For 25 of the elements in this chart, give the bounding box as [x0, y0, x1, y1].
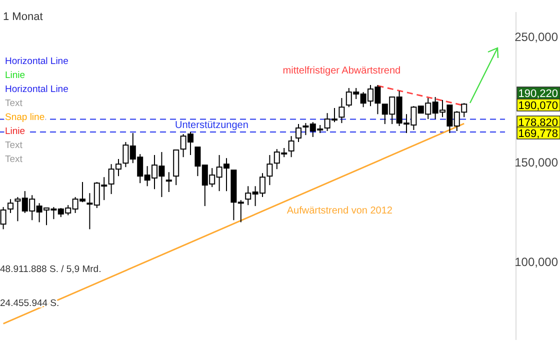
series-label: mittelfristiger Abwärtstrend — [282, 66, 401, 77]
y-tick-label: 100,000 — [514, 255, 558, 270]
candlestick — [8, 198, 14, 214]
text: 178,820 — [518, 116, 558, 129]
y-tick-label: 150,000 — [514, 156, 558, 170]
chart-subtitle: 1 Monat — [3, 11, 43, 23]
text: 190,220 — [518, 88, 558, 100]
candlestick — [166, 172, 172, 192]
annotation: Linie — [5, 126, 26, 137]
annotation: Horizontal Line — [5, 84, 68, 95]
annotation: Text — [5, 154, 23, 165]
annotation: 48.911.888 S. / 5,9 Mrd. — [0, 264, 102, 275]
text: 169,778 — [518, 128, 558, 140]
candlestick — [288, 136, 294, 158]
series-label: Aufwärtstrend von 2012 — [286, 206, 393, 217]
candlestick — [338, 98, 345, 124]
annotation: Horizontal Line — [5, 56, 68, 67]
annotation: Text — [5, 140, 23, 151]
annotation: Linie — [5, 70, 26, 81]
y-tick-label: 250,000 — [514, 30, 558, 44]
text: 190,070 — [518, 100, 558, 112]
annotation: Text — [5, 98, 23, 109]
ref-line-label: Unterstützungen — [175, 120, 248, 132]
candlestick — [266, 154, 273, 186]
candlestick — [296, 124, 302, 143]
